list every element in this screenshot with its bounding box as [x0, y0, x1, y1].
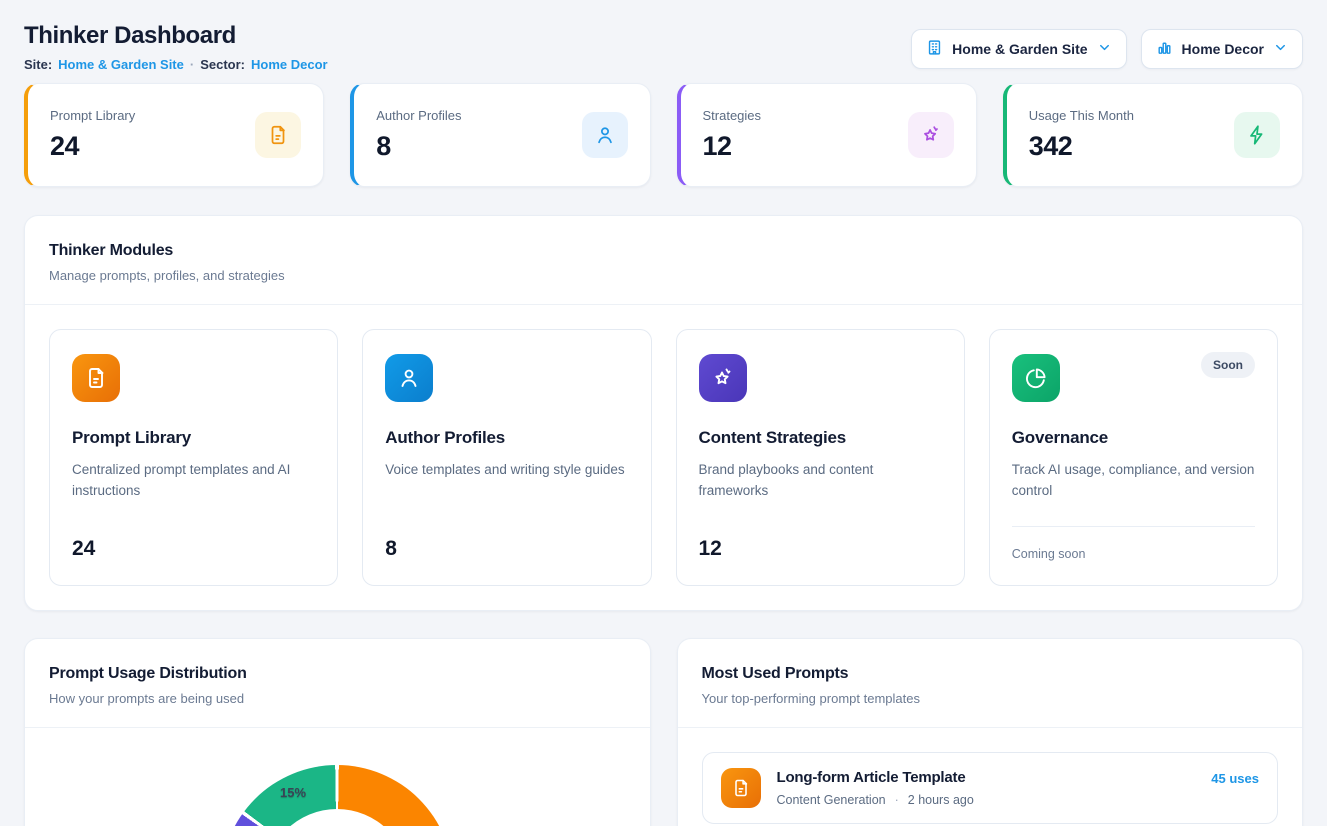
stat-text: Author Profiles 8 — [376, 108, 461, 162]
sector-selector-label: Home Decor — [1182, 41, 1264, 57]
prompt-item-title: Long-form Article Template — [777, 769, 1196, 786]
star-sparkle-icon — [699, 354, 747, 402]
breadcrumb: Site: Home & Garden Site · Sector: Home … — [24, 57, 328, 72]
module-description: Brand playbooks and content frameworks — [699, 460, 942, 502]
person-icon — [385, 354, 433, 402]
module-title: Prompt Library — [72, 428, 315, 448]
stat-label: Usage This Month — [1029, 108, 1134, 123]
header-selectors: Home & Garden Site Home Decor — [911, 29, 1303, 69]
page-header: Thinker Dashboard Site: Home & Garden Si… — [24, 22, 1303, 72]
prompt-usage-panel: Prompt Usage Distribution How your promp… — [24, 638, 651, 826]
chevron-down-icon — [1097, 40, 1112, 58]
chevron-down-icon — [1273, 40, 1288, 58]
star-sparkle-icon — [908, 112, 954, 158]
sector-label: Sector: — [200, 57, 245, 72]
site-link[interactable]: Home & Garden Site — [58, 57, 184, 72]
thinker-modules-panel: Thinker Modules Manage prompts, profiles… — [24, 215, 1303, 611]
prompt-item-meta: Content Generation · 2 hours ago — [777, 793, 1196, 807]
meta-separator: · — [190, 57, 194, 72]
module-count: 8 — [385, 537, 628, 561]
lightning-icon — [1234, 112, 1280, 158]
header-left: Thinker Dashboard Site: Home & Garden Si… — [24, 22, 328, 72]
sector-link[interactable]: Home Decor — [251, 57, 328, 72]
donut-chart — [221, 765, 453, 826]
module-title: Author Profiles — [385, 428, 628, 448]
pie-chart-icon — [1012, 354, 1060, 402]
modules-title: Thinker Modules — [49, 242, 1278, 260]
site-selector-button[interactable]: Home & Garden Site — [911, 29, 1126, 69]
usage-chart-area: 15% — [25, 728, 650, 826]
usage-title: Prompt Usage Distribution — [49, 665, 626, 683]
module-description: Track AI usage, compliance, and version … — [1012, 460, 1255, 502]
stat-card-strategies: Strategies 12 — [677, 83, 977, 187]
prompt-item-body: Long-form Article Template Content Gener… — [777, 769, 1196, 807]
person-icon — [582, 112, 628, 158]
coming-soon-text: Coming soon — [1012, 547, 1255, 561]
sector-selector-button[interactable]: Home Decor — [1141, 29, 1303, 69]
module-count: 24 — [72, 537, 315, 561]
module-count: 12 — [699, 537, 942, 561]
stat-card-usage: Usage This Month 342 — [1003, 83, 1303, 187]
prompt-list-item[interactable]: Long-form Article Template Content Gener… — [702, 752, 1279, 824]
stat-value: 342 — [1029, 131, 1134, 162]
stat-text: Strategies 12 — [703, 108, 762, 162]
stat-label: Author Profiles — [376, 108, 461, 123]
prompts-title: Most Used Prompts — [702, 665, 1279, 683]
stat-value: 24 — [50, 131, 135, 162]
stats-row: Prompt Library 24 Author Profiles 8 Stra… — [24, 83, 1303, 187]
document-icon — [255, 112, 301, 158]
document-icon — [721, 768, 761, 808]
stat-text: Prompt Library 24 — [50, 108, 135, 162]
modules-panel-header: Thinker Modules Manage prompts, profiles… — [25, 216, 1302, 304]
module-card-author-profiles[interactable]: Author Profiles Voice templates and writ… — [362, 329, 651, 586]
stat-card-author-profiles: Author Profiles 8 — [350, 83, 650, 187]
meta-separator: · — [895, 793, 899, 807]
prompts-subtitle: Your top-performing prompt templates — [702, 691, 1279, 706]
modules-subtitle: Manage prompts, profiles, and strategies — [49, 268, 1278, 283]
most-used-prompts-panel: Most Used Prompts Your top-performing pr… — [677, 638, 1304, 826]
document-icon — [72, 354, 120, 402]
prompt-time: 2 hours ago — [908, 793, 974, 807]
page-title: Thinker Dashboard — [24, 22, 328, 50]
stat-text: Usage This Month 342 — [1029, 108, 1134, 162]
soon-badge: Soon — [1201, 352, 1255, 378]
bar-chart-icon — [1156, 39, 1173, 59]
stat-label: Strategies — [703, 108, 762, 123]
dashboard-page: Thinker Dashboard Site: Home & Garden Si… — [0, 0, 1327, 826]
module-description: Centralized prompt templates and AI inst… — [72, 460, 315, 502]
building-icon — [926, 39, 943, 59]
module-description: Voice templates and writing style guides — [385, 460, 628, 481]
site-selector-label: Home & Garden Site — [952, 41, 1087, 57]
stat-value: 8 — [376, 131, 461, 162]
bottom-row: Prompt Usage Distribution How your promp… — [24, 638, 1303, 826]
prompt-uses-badge: 45 uses — [1211, 771, 1259, 786]
stat-card-prompt-library: Prompt Library 24 — [24, 83, 324, 187]
prompt-category: Content Generation — [777, 793, 886, 807]
donut-segment-label: 15% — [269, 785, 317, 800]
module-card-governance: Soon Governance Track AI usage, complian… — [989, 329, 1278, 586]
usage-panel-header: Prompt Usage Distribution How your promp… — [25, 639, 650, 727]
module-title: Content Strategies — [699, 428, 942, 448]
stat-value: 12 — [703, 131, 762, 162]
site-label: Site: — [24, 57, 52, 72]
prompt-list: Long-form Article Template Content Gener… — [678, 728, 1303, 826]
prompts-panel-header: Most Used Prompts Your top-performing pr… — [678, 639, 1303, 727]
divider — [1012, 526, 1255, 527]
module-card-prompt-library[interactable]: Prompt Library Centralized prompt templa… — [49, 329, 338, 586]
module-card-content-strategies[interactable]: Content Strategies Brand playbooks and c… — [676, 329, 965, 586]
stat-label: Prompt Library — [50, 108, 135, 123]
modules-grid: Prompt Library Centralized prompt templa… — [25, 305, 1302, 610]
usage-subtitle: How your prompts are being used — [49, 691, 626, 706]
module-title: Governance — [1012, 428, 1255, 448]
